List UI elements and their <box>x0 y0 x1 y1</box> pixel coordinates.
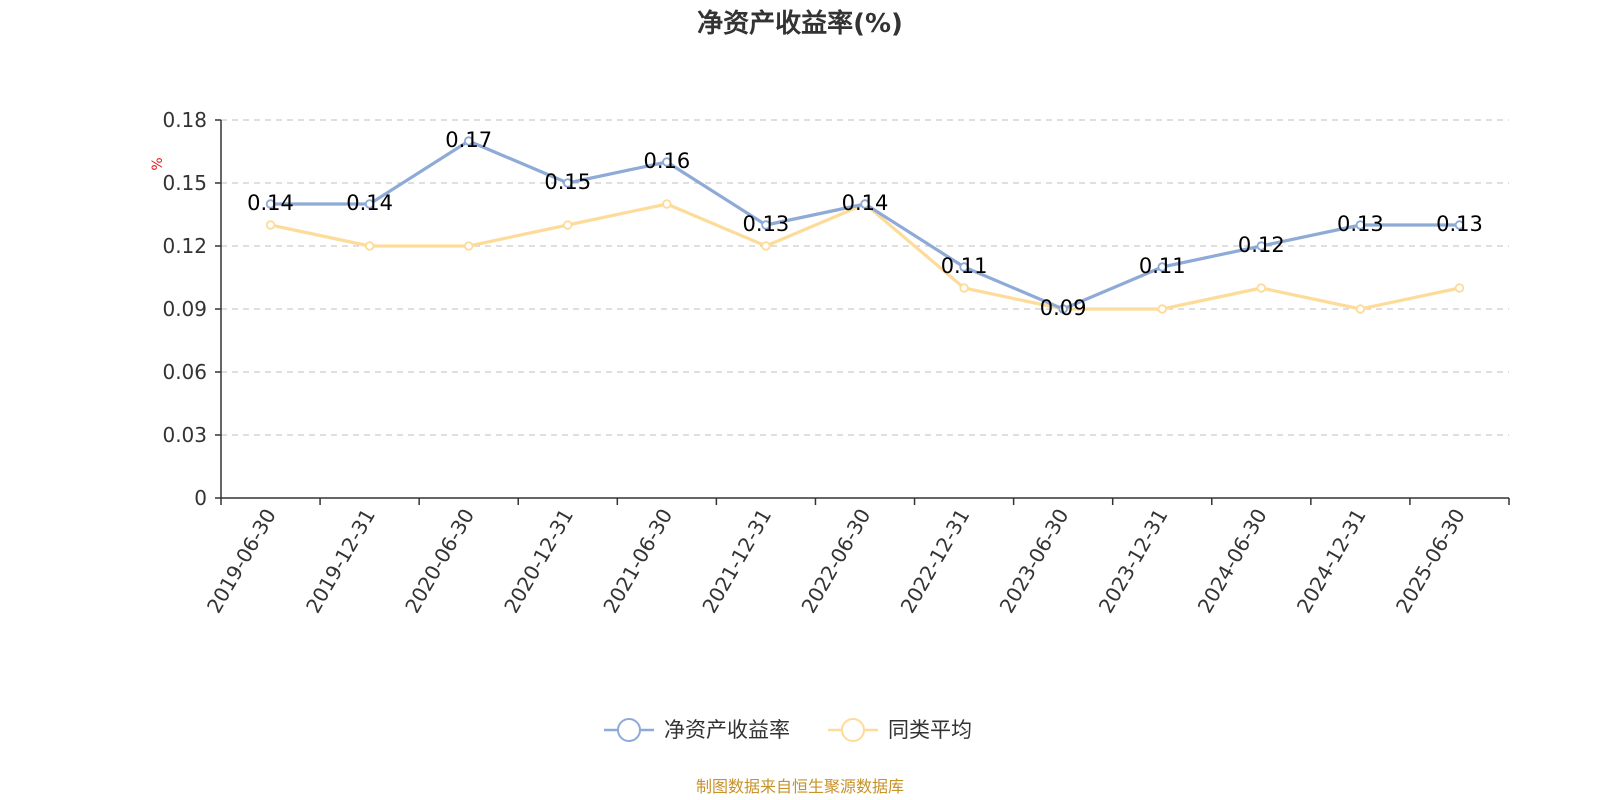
x-tick-label: 2022-06-30 <box>796 505 875 618</box>
data-point <box>265 220 276 230</box>
axes: 0 0.03 0.06 0.09 0.12 0.15 0.18 2019-06-30 2019-… <box>162 108 1510 618</box>
legend-item[interactable]: 净资产收益率 <box>604 718 790 742</box>
x-tick-label: 2020-12-31 <box>499 505 578 618</box>
data-point <box>761 241 771 251</box>
data-point <box>563 178 573 188</box>
data-label: 0.09 <box>1040 296 1087 320</box>
legend-label: 同类平均 <box>888 718 972 742</box>
grid-lines <box>221 119 1509 436</box>
legend-marker-icon <box>617 718 641 742</box>
data-point <box>1256 241 1267 251</box>
y-tick-label: 0.18 <box>162 108 207 132</box>
x-tick-label: 2022-12-31 <box>896 505 975 618</box>
data-point <box>662 157 672 167</box>
x-tick-label: 2023-12-31 <box>1094 505 1173 618</box>
data-point <box>563 220 573 230</box>
x-tick-label: 2019-06-30 <box>202 505 281 618</box>
data-label: 0.17 <box>445 128 492 152</box>
data-point <box>959 262 969 272</box>
y-axis-unit: % <box>150 157 166 170</box>
data-point <box>761 220 771 230</box>
data-point <box>1256 283 1267 293</box>
y-tick-label: 0.15 <box>162 171 207 195</box>
y-tick-label: 0 <box>194 486 207 510</box>
data-point <box>1454 220 1465 230</box>
x-tick-label: 2024-06-30 <box>1193 505 1272 618</box>
x-tick-label: 2023-06-30 <box>995 505 1074 618</box>
data-point <box>1355 304 1366 314</box>
data-point <box>364 241 375 251</box>
data-label: 0.13 <box>1436 212 1483 236</box>
data-point <box>364 199 375 209</box>
series-line <box>270 139 1460 311</box>
data-point <box>1454 283 1465 293</box>
data-point <box>1058 304 1068 314</box>
data-point <box>1157 304 1167 314</box>
legend-label: 净资产收益率 <box>664 718 790 742</box>
chart-title: 净资产收益率(%) <box>697 8 903 39</box>
data-point <box>662 199 672 209</box>
data-label: 0.14 <box>247 191 294 215</box>
data-label: 0.11 <box>941 254 988 278</box>
x-tick-label: 2025-06-30 <box>1391 505 1470 618</box>
y-tick-label: 0.09 <box>162 297 207 321</box>
x-tick-label: 2021-06-30 <box>598 505 677 618</box>
data-point <box>463 136 474 146</box>
data-label: 0.13 <box>743 212 790 236</box>
data-label: 0.14 <box>842 191 889 215</box>
legend-item[interactable]: 同类平均 <box>828 718 972 742</box>
x-tick-label: 2024-12-31 <box>1292 505 1371 618</box>
data-point <box>463 241 474 251</box>
x-tick-label: 2019-12-31 <box>301 505 380 618</box>
data-point <box>1157 262 1167 272</box>
data-label: 0.15 <box>544 170 591 194</box>
x-tick-label: 2020-06-30 <box>400 505 479 618</box>
data-label: 0.11 <box>1139 254 1186 278</box>
y-tick-label: 0.12 <box>162 234 207 258</box>
source-note: 制图数据来自恒生聚源数据库 <box>696 777 904 796</box>
y-tick-label: 0.06 <box>162 360 207 384</box>
data-point <box>860 199 870 209</box>
data-point <box>959 283 969 293</box>
y-tick-label: 0.03 <box>162 423 207 447</box>
data-labels: 0.14 0.14 0.17 0.15 0.16 0.13 0.14 0.11 0.09 0.11… <box>247 128 1483 320</box>
data-point <box>1355 220 1366 230</box>
data-label: 0.13 <box>1337 212 1384 236</box>
legend[interactable]: 净资产收益率 同类平均 <box>604 718 972 742</box>
x-tick-label: 2021-12-31 <box>697 505 776 618</box>
data-point <box>265 199 276 209</box>
legend-marker-icon <box>841 718 865 742</box>
data-label: 0.14 <box>346 191 393 215</box>
data-label: 0.16 <box>643 149 690 173</box>
data-label: 0.12 <box>1238 233 1285 257</box>
series-layer <box>265 136 1465 314</box>
